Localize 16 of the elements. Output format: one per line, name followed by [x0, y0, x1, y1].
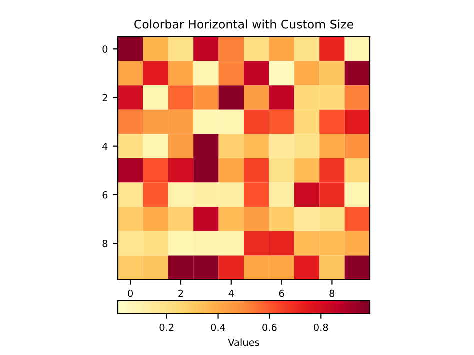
y-tick-label: 2	[102, 94, 108, 102]
color-bar-label: 0.2	[160, 324, 174, 332]
chart-title: Colorbar Horizontal with Custom Size	[134, 20, 354, 29]
x-tick-label: 2	[178, 290, 184, 298]
y-tick-label: 8	[102, 240, 108, 248]
x-tick-label: 4	[228, 290, 234, 298]
color-bar-label: 0.8	[314, 324, 328, 332]
color-bar-title: Values	[228, 338, 260, 346]
y-tick-label: 0	[102, 46, 108, 53]
x-tick-label: 0	[128, 290, 134, 298]
x-tick-label: 6	[279, 290, 284, 298]
x-tick-label: 8	[330, 290, 335, 298]
y-tick-label: 4	[102, 142, 108, 150]
y-tick-label: 6	[102, 191, 108, 199]
color-bar-label: 0.4	[211, 324, 226, 332]
color-bar-label: 0.6	[262, 324, 277, 332]
